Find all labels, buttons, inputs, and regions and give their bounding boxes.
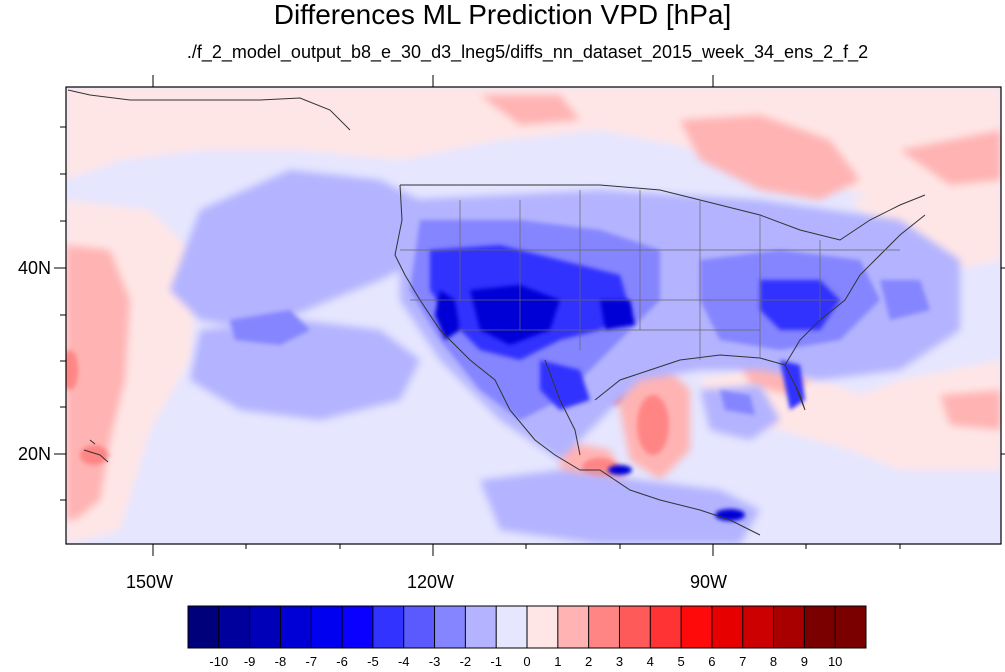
colorbar-cells (188, 606, 867, 648)
lat-label-20n: 20N (18, 444, 52, 464)
colorbar-cell (742, 606, 775, 648)
colorbar-cell (804, 606, 836, 648)
colorbar-label: 0 (523, 654, 531, 669)
coastlines (67, 89, 926, 536)
colorbar-cell (434, 606, 466, 648)
colorbar-label: 8 (769, 654, 778, 669)
colorbar-label: 5 (677, 654, 685, 669)
colorbar-label: 9 (800, 654, 808, 669)
colorbar-label: 3 (615, 654, 624, 669)
colorbar-cell (681, 606, 713, 648)
colorbar-label: 1 (554, 654, 562, 669)
colorbar-cell (342, 606, 374, 648)
state-borders (400, 190, 900, 360)
colorbar-label: 2 (585, 654, 593, 669)
colorbar-cell (188, 606, 220, 648)
colorbar-cell (465, 606, 497, 648)
colorbar-label: 7 (739, 654, 747, 669)
colorbar-label: -3 (428, 654, 441, 669)
colorbar-cell (527, 606, 559, 648)
colorbar-ticks (218, 606, 836, 648)
map-subtitle: ./f_2_model_output_b8_e_30_d3_lneg5/diff… (186, 42, 869, 62)
colorbar-label: -10 (209, 654, 229, 669)
colorbar-cell (557, 606, 590, 648)
lon-label-90w: 90W (690, 572, 728, 592)
colorbar-cell (496, 606, 528, 648)
colorbar-label: -9 (243, 654, 256, 669)
lon-label-120w: 120W (407, 572, 455, 592)
colorbar-label: -1 (490, 654, 502, 669)
colorbar-label: -8 (274, 654, 287, 669)
axis-ticks (54, 75, 1005, 556)
map-title: Differences ML Prediction VPD [hPa] (273, 0, 732, 30)
lon-label-150w: 150W (126, 572, 174, 592)
colorbar-cell (619, 606, 651, 648)
colorbar-cell (403, 606, 436, 648)
red-spots (66, 350, 669, 478)
colorbar-cell (711, 606, 744, 648)
contour-field (66, 87, 1001, 544)
colorbar-label: -4 (397, 654, 410, 669)
colorbar-cell (835, 606, 867, 648)
colorbar-label: -5 (367, 654, 379, 669)
lat-label-40n: 40N (18, 258, 52, 278)
colorbar-label: -2 (459, 654, 472, 669)
colorbar-cell (280, 606, 312, 648)
colorbar-label: 6 (708, 654, 716, 669)
colorbar-cell (650, 606, 682, 648)
colorbar-cell (249, 606, 281, 648)
colorbar-label: -6 (336, 654, 348, 669)
colorbar-label: -7 (305, 654, 318, 669)
colorbar-cell (372, 606, 405, 648)
colorbar-cell (773, 606, 805, 648)
colorbar-label: 4 (646, 654, 654, 669)
colorbar-cell (218, 606, 251, 648)
colorbar-label: 10 (827, 654, 843, 669)
colorbar-frame (187, 605, 867, 649)
colorbar-cell (588, 606, 620, 648)
colorbar-cell (311, 606, 343, 648)
